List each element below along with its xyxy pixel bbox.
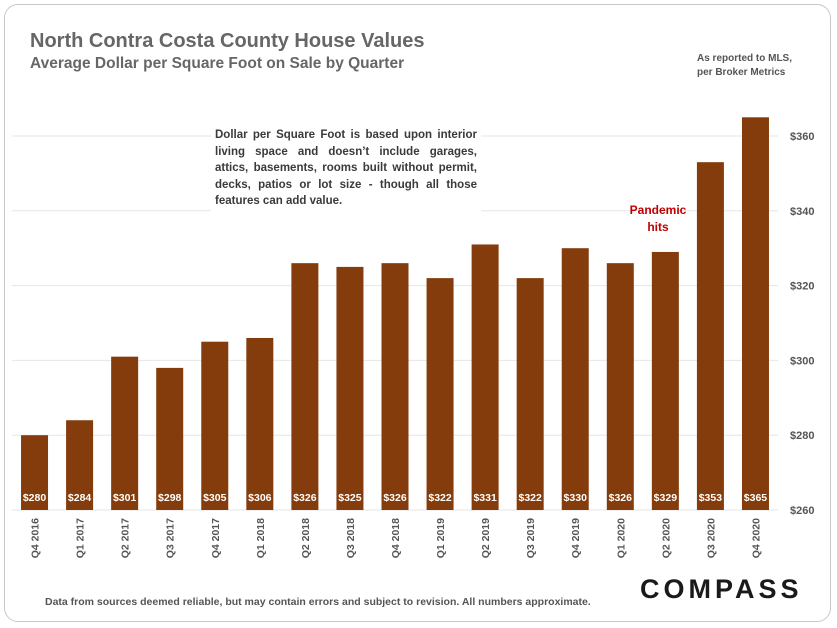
value-labels: $280 $284 $301 $298 $305 $306 $326 $325 $326 $322… xyxy=(23,492,767,504)
data-label: $306 xyxy=(248,492,272,504)
pandemic-annotation: Pandemic hits xyxy=(629,203,687,234)
x-tick-label: Q3 2019 xyxy=(525,518,537,558)
bar xyxy=(66,420,94,510)
y-tick-label: $280 xyxy=(790,430,814,442)
x-tick-label: Q4 2019 xyxy=(570,518,582,558)
bar xyxy=(21,435,49,510)
data-label: $353 xyxy=(699,492,723,504)
bar xyxy=(606,263,634,510)
data-label: $284 xyxy=(68,492,92,504)
bars xyxy=(21,117,769,511)
compass-logo: COMPASS xyxy=(640,574,803,604)
data-label: $365 xyxy=(744,492,768,504)
x-tick-label: Q2 2018 xyxy=(300,518,312,558)
bar xyxy=(426,278,454,510)
data-label: $330 xyxy=(564,492,588,504)
bar xyxy=(516,278,544,510)
bar xyxy=(111,356,139,510)
data-label: $322 xyxy=(428,492,452,504)
x-tick-label: Q2 2017 xyxy=(120,518,132,558)
bar xyxy=(741,117,769,511)
y-tick-label: $260 xyxy=(790,505,814,517)
x-tick-label: Q1 2018 xyxy=(255,518,267,558)
x-tick-label: Q4 2020 xyxy=(750,518,762,558)
data-label: $298 xyxy=(158,492,182,504)
x-tick-label: Q1 2019 xyxy=(435,518,447,558)
y-tick-labels: $260 $280 $300 $320 $340 $360 xyxy=(790,131,814,517)
x-tick-label: Q4 2017 xyxy=(210,518,222,558)
x-tick-labels: Q4 2016 Q1 2017 Q2 2017 Q3 2017 Q4 2017 Q1 20… xyxy=(30,518,763,558)
chart-title: North Contra Costa County House Values xyxy=(30,30,425,52)
data-label: $326 xyxy=(609,492,633,504)
bar xyxy=(651,251,679,510)
bar xyxy=(336,266,364,510)
x-tick-label: Q3 2020 xyxy=(705,518,717,558)
bar xyxy=(561,248,589,510)
source-note: As reported to MLS, per Broker Metrics xyxy=(697,53,793,78)
y-tick-label: $360 xyxy=(790,131,814,143)
x-tick-label: Q4 2018 xyxy=(390,518,402,558)
disclaimer-text: Data from sources deemed reliable, but m… xyxy=(45,596,591,608)
x-tick-label: Q3 2017 xyxy=(165,518,177,558)
x-tick-label: Q1 2017 xyxy=(75,518,87,558)
y-tick-label: $320 xyxy=(790,281,814,293)
methodology-note: Dollar per Square Foot is based upon int… xyxy=(211,125,481,212)
bar xyxy=(156,367,184,510)
data-label: $325 xyxy=(338,492,362,504)
bar xyxy=(381,263,409,510)
x-tick-label: Q3 2018 xyxy=(345,518,357,558)
data-label: $280 xyxy=(23,492,47,504)
data-label: $326 xyxy=(383,492,407,504)
data-label: $329 xyxy=(654,492,678,504)
bar xyxy=(696,162,724,510)
data-label: $326 xyxy=(293,492,317,504)
y-tick-label: $300 xyxy=(790,355,814,367)
x-tick-label: Q2 2020 xyxy=(660,518,672,558)
x-tick-label: Q1 2020 xyxy=(615,518,627,558)
data-label: $331 xyxy=(473,492,497,504)
bar xyxy=(201,341,229,510)
data-label: $305 xyxy=(203,492,227,504)
x-tick-label: Q2 2019 xyxy=(480,518,492,558)
bar xyxy=(291,263,319,510)
data-label: $322 xyxy=(518,492,542,504)
data-label: $301 xyxy=(113,492,137,504)
bar xyxy=(246,337,274,510)
chart-subtitle: Average Dollar per Square Foot on Sale b… xyxy=(30,55,405,72)
chart-frame xyxy=(4,4,831,622)
bar xyxy=(471,244,499,510)
y-tick-label: $340 xyxy=(790,206,814,218)
x-tick-label: Q4 2016 xyxy=(30,518,42,558)
